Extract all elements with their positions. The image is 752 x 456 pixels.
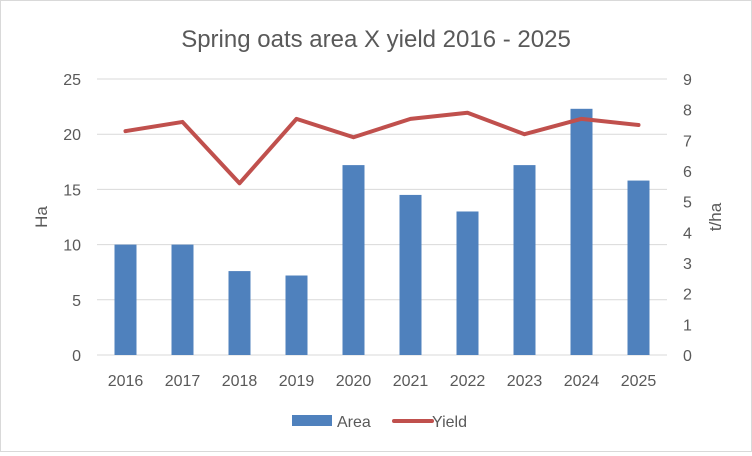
yield-point: [524, 133, 525, 135]
right-axis-title: t/ha: [706, 202, 725, 231]
yield-point: [581, 118, 582, 120]
yield-point: [125, 130, 126, 132]
y-tick-label: 0: [72, 348, 81, 365]
yield-line: [123, 110, 641, 186]
yield-point: [182, 121, 183, 123]
y2-tick-label: 1: [683, 317, 692, 334]
legend-label-area: Area: [337, 414, 371, 431]
yield-point: [353, 136, 354, 138]
y2-tick-label: 7: [683, 133, 692, 150]
y-tick-label: 15: [63, 182, 81, 199]
y2-tick-label: 8: [683, 103, 692, 120]
y2-tick-label: 4: [683, 225, 692, 242]
y2-tick-label: 0: [683, 348, 692, 365]
x-tick-label: 2017: [165, 373, 201, 390]
area-bar: [456, 211, 479, 355]
x-tick-label: 2016: [108, 373, 144, 390]
x-tick-label: 2018: [222, 373, 258, 390]
area-bar: [399, 194, 422, 355]
line-series-yield: [123, 110, 641, 186]
bar-series-area: [114, 108, 650, 355]
legend: Area Yield: [292, 414, 467, 431]
right-axis-ticks: 0 1 2 3 4 5 6 7 8 9: [683, 72, 692, 365]
yield-point: [296, 118, 297, 120]
y-tick-label: 5: [72, 293, 81, 310]
yield-point: [239, 182, 240, 184]
yield-point: [638, 124, 639, 126]
x-axis-ticks: 2016 2017 2018 2019 2020 2021 2022 2023 2024 2025: [108, 373, 657, 390]
area-bar: [627, 180, 650, 355]
y2-tick-label: 3: [683, 256, 692, 273]
legend-swatch-area: [292, 415, 332, 426]
yield-point: [467, 112, 468, 114]
x-tick-label: 2025: [621, 373, 657, 390]
y-tick-label: 25: [63, 72, 81, 89]
area-bar: [285, 275, 308, 355]
left-axis-title: Ha: [32, 206, 51, 228]
x-tick-label: 2022: [450, 373, 486, 390]
y2-tick-label: 6: [683, 164, 692, 181]
y2-tick-label: 9: [683, 72, 692, 89]
x-tick-label: 2023: [507, 373, 543, 390]
y2-tick-label: 2: [683, 287, 692, 304]
y-tick-label: 10: [63, 238, 81, 255]
area-bar: [342, 165, 365, 355]
y2-tick-label: 5: [683, 195, 692, 212]
chart-title: Spring oats area X yield 2016 - 2025: [181, 26, 571, 53]
area-bar: [114, 244, 137, 355]
legend-label-yield: Yield: [432, 414, 467, 431]
area-bar: [171, 244, 194, 355]
x-tick-label: 2021: [393, 373, 429, 390]
yield-point: [410, 118, 411, 120]
area-bar: [570, 108, 593, 355]
x-tick-label: 2019: [279, 373, 315, 390]
x-tick-label: 2020: [336, 373, 372, 390]
y-tick-label: 20: [63, 127, 81, 144]
x-tick-label: 2024: [564, 373, 600, 390]
left-axis-ticks: 0 5 10 15 20 25: [63, 72, 81, 365]
area-bar: [228, 271, 251, 355]
area-bar: [513, 165, 536, 355]
